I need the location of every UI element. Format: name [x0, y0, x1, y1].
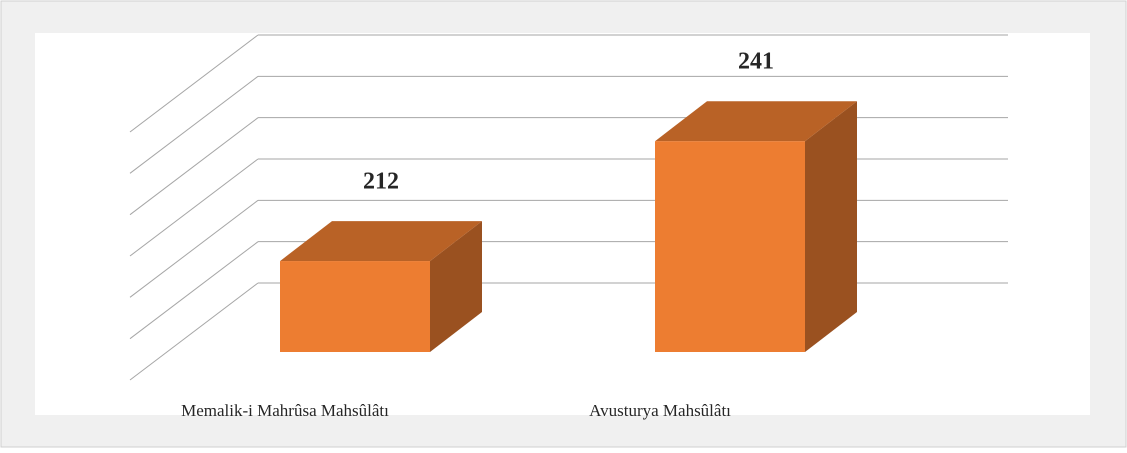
bar [280, 261, 430, 352]
side-grid-line [129, 282, 259, 381]
plot-panel [35, 33, 1090, 415]
bar [655, 141, 805, 352]
side-grid-line [129, 158, 259, 257]
side-grid-line [129, 241, 259, 340]
data-label: 212 [363, 169, 399, 195]
bar-top [655, 101, 857, 142]
side-grid-line [129, 199, 259, 298]
bar-side [805, 101, 857, 352]
side-grid-line [129, 117, 259, 216]
side-grid-line [129, 34, 259, 133]
bar-top [280, 221, 482, 262]
x-tick-label: Memalik-i Mahrûsa Mahsûlâtı [181, 401, 389, 420]
x-tick-label: Avusturya Mahsûlâtı [589, 401, 731, 420]
side-grid-line [129, 75, 259, 174]
data-label: 241 [738, 49, 774, 75]
bar-side [430, 221, 482, 352]
